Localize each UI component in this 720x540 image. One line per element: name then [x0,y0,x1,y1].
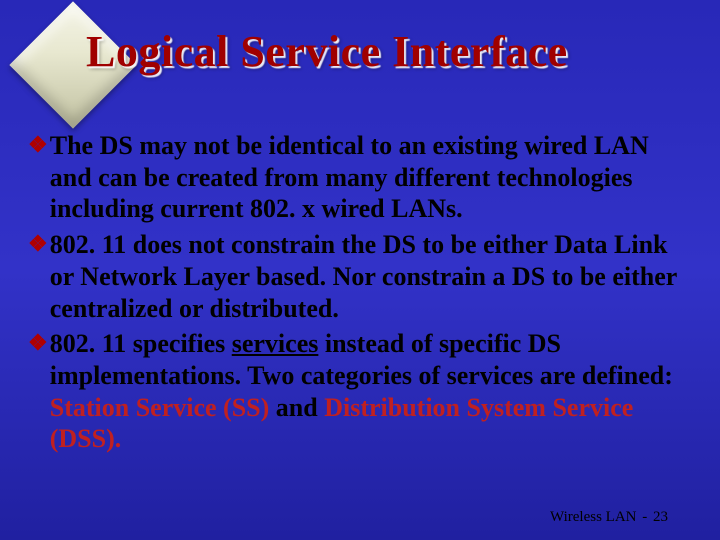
footer-label: Wireless LAN [550,509,636,525]
slide: Logical Service Interface ❖ The DS may n… [0,0,720,540]
diamond-bullet-icon: ❖ [28,328,48,359]
bullet-item: ❖ The DS may not be identical to an exis… [28,130,690,225]
bullet-text: 802. 11 does not constrain the DS to be … [50,229,690,324]
bullet-text: The DS may not be identical to an existi… [50,130,690,225]
bullet-text: 802. 11 specifies services instead of sp… [50,328,690,455]
text-run: 802. 11 does not constrain the DS to be … [50,230,677,322]
footer-page-number: 23 [653,509,668,525]
bullet-item: ❖ 802. 11 specifies services instead of … [28,328,690,455]
bullet-item: ❖ 802. 11 does not constrain the DS to b… [28,229,690,324]
slide-footer: Wireless LAN - 23 [550,509,668,526]
text-run-accent: Station Service (SS) [50,393,270,422]
slide-title: Logical Service Interface [86,28,700,76]
diamond-bullet-icon: ❖ [28,130,48,161]
text-run-underlined: services [232,329,319,358]
diamond-bullet-icon: ❖ [28,229,48,260]
footer-separator: - [642,509,647,525]
slide-body: ❖ The DS may not be identical to an exis… [28,130,690,459]
text-run: 802. 11 specifies [50,329,232,358]
text-run: The DS may not be identical to an existi… [50,131,649,223]
text-run: and [269,393,324,422]
